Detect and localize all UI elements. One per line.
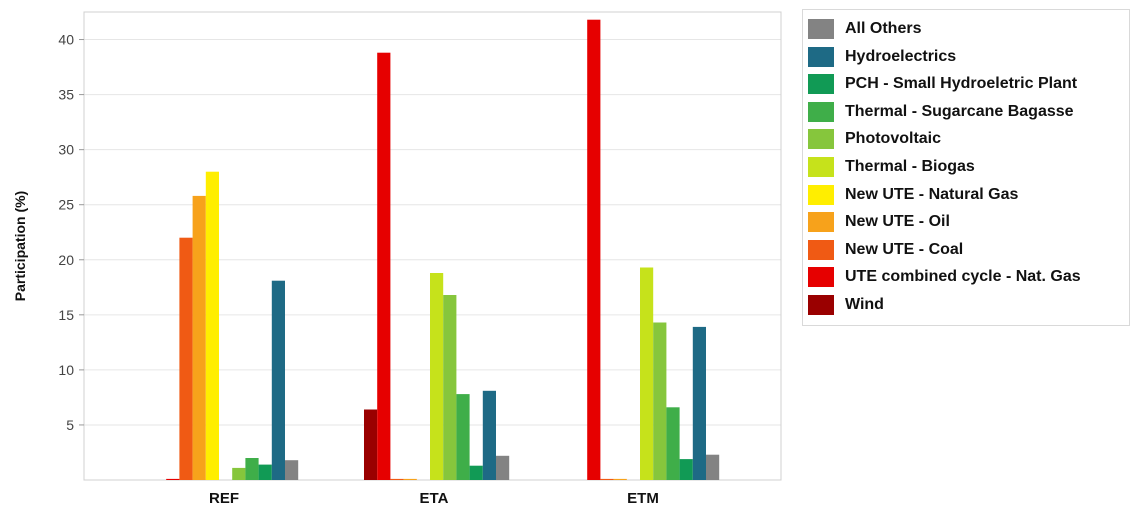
legend-label: Thermal - Sugarcane Bagasse xyxy=(845,102,1074,120)
legend-item: UTE combined cycle - Nat. Gas xyxy=(808,264,1081,290)
bar-ref-thermal-sugarcane-bagasse xyxy=(245,458,259,480)
legend-label: All Others xyxy=(845,20,922,37)
bar-eta-thermal-sugarcane-bagasse xyxy=(456,394,470,480)
legend-label: Thermal - Biogas xyxy=(845,158,975,175)
legend-label: New UTE - Natural Gas xyxy=(845,185,1019,203)
legend-swatch xyxy=(808,46,834,67)
bar-etm-ute-combined-cycle-nat-gas xyxy=(587,19,601,480)
legend-swatch xyxy=(808,129,834,150)
y-axis-title: Participation (%) xyxy=(12,191,28,301)
legend-label: Hydroelectrics xyxy=(845,47,957,65)
x-axis-category-labels: REF ETA ETM xyxy=(209,490,659,507)
legend: All Others Hydroelectrics PCH - Small Hydr… xyxy=(802,9,1130,326)
bars xyxy=(166,19,720,480)
legend-swatch xyxy=(808,74,834,95)
y-axis-ticks: 5 10 15 20 25 30 35 40 xyxy=(58,32,84,433)
bar-eta-wind xyxy=(364,409,378,480)
x-category-label: REF xyxy=(209,490,239,507)
bar-eta-ute-combined-cycle-nat-gas xyxy=(377,52,391,480)
bar-ref-hydroelectrics xyxy=(271,280,285,480)
legend-label: UTE combined cycle - Nat. Gas xyxy=(845,268,1081,286)
y-tick-label: 5 xyxy=(66,417,74,433)
bar-etm-thermal-biogas xyxy=(640,267,654,480)
bar-etm-photovoltaic xyxy=(653,322,667,480)
bar-etm-new-ute-coal xyxy=(600,478,614,480)
legend-swatch xyxy=(808,295,834,315)
y-tick-label: 30 xyxy=(58,142,74,158)
legend-label: Wind xyxy=(845,296,884,313)
legend-swatch xyxy=(808,157,834,177)
bar-etm-all-others xyxy=(706,454,720,480)
legend-swatch xyxy=(808,19,834,39)
bar-etm-pch-small-hydroeletric-plant xyxy=(679,459,693,480)
legend-label: Photovoltaic xyxy=(845,130,942,148)
y-tick-label: 15 xyxy=(58,307,74,323)
bar-ref-pch-small-hydroeletric-plant xyxy=(258,464,272,480)
y-tick-label: 25 xyxy=(58,197,74,213)
legend-swatch xyxy=(808,184,834,205)
legend-item: Thermal - Sugarcane Bagasse xyxy=(808,99,1074,125)
bar-eta-hydroelectrics xyxy=(482,390,496,480)
legend-item: PCH - Small Hydroeletric Plant xyxy=(808,71,1077,97)
legend-swatch xyxy=(808,267,834,288)
legend-item: New UTE - Coal xyxy=(808,237,963,263)
legend-label: New UTE - Oil xyxy=(845,213,950,231)
legend-item: Photovoltaic xyxy=(808,126,941,152)
legend-swatch xyxy=(808,212,834,233)
legend-label: PCH - Small Hydroeletric Plant xyxy=(845,75,1078,93)
y-tick-label: 40 xyxy=(58,32,74,48)
legend-label: New UTE - Coal xyxy=(845,240,964,258)
legend-swatch xyxy=(808,239,834,260)
bar-eta-thermal-biogas xyxy=(430,273,444,480)
legend-swatch xyxy=(808,101,834,122)
y-tick-label: 35 xyxy=(58,87,74,103)
bar-ref-ute-combined-cycle-nat-gas xyxy=(166,478,180,480)
y-tick-label: 20 xyxy=(58,252,74,268)
bar-eta-photovoltaic xyxy=(443,295,457,480)
x-category-label: ETA xyxy=(420,490,449,507)
legend-item: Hydroelectrics xyxy=(808,44,956,70)
bar-eta-all-others xyxy=(496,455,510,480)
bar-chart: 5 10 15 20 25 30 35 40 REF ETA ETM Participation … xyxy=(12,11,782,507)
legend-item: Thermal - Biogas xyxy=(808,154,975,180)
bar-ref-photovoltaic xyxy=(232,467,246,480)
bar-eta-new-ute-oil xyxy=(403,478,417,480)
bar-ref-new-ute-oil xyxy=(192,195,206,480)
legend-item: New UTE - Oil xyxy=(808,209,950,235)
bar-ref-all-others xyxy=(285,460,299,480)
bar-etm-new-ute-oil xyxy=(613,478,627,480)
legend-item: Wind xyxy=(808,292,884,318)
legend-item: New UTE - Natural Gas xyxy=(808,182,1018,208)
bar-etm-thermal-sugarcane-bagasse xyxy=(666,407,680,480)
bar-ref-new-ute-natural-gas xyxy=(205,171,219,480)
bar-eta-pch-small-hydroeletric-plant xyxy=(469,465,483,480)
y-tick-label: 10 xyxy=(58,362,74,378)
bar-ref-new-ute-coal xyxy=(179,237,193,480)
bar-etm-hydroelectrics xyxy=(692,326,706,480)
legend-item: All Others xyxy=(808,16,921,42)
x-category-label: ETM xyxy=(627,490,659,507)
bar-eta-new-ute-coal xyxy=(390,478,404,480)
